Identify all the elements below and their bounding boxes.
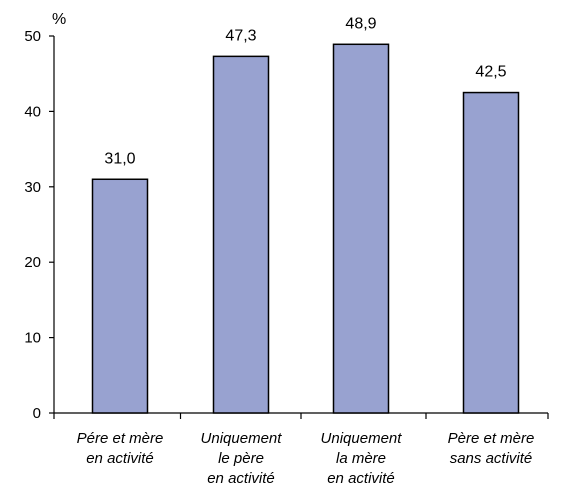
category-label: le père [218, 450, 264, 467]
category-label: sans activité [450, 450, 533, 467]
bar [91, 178, 149, 414]
data-label: 42,5 [475, 64, 506, 81]
y-tick-label: 10 [24, 330, 41, 347]
category-label: la mère [336, 450, 386, 467]
y-tick-label: 40 [24, 103, 41, 120]
category-label: Pére et mère [77, 430, 164, 447]
y-tick-label: 30 [24, 179, 41, 196]
category-label: Père et mère [448, 430, 535, 447]
category-label: Uniquement [321, 430, 403, 447]
y-tick-label: 50 [24, 28, 41, 45]
bar [462, 91, 520, 414]
category-label: en activité [327, 470, 395, 487]
y-axis-unit-label: % [52, 11, 66, 28]
category-label: en activité [207, 470, 275, 487]
y-tick-label: 0 [33, 405, 41, 422]
bar [212, 55, 270, 414]
category-label: en activité [86, 450, 154, 467]
data-label: 47,3 [225, 27, 256, 44]
category-label: Uniquement [201, 430, 283, 447]
data-label: 48,9 [345, 15, 376, 32]
data-label: 31,0 [104, 150, 135, 167]
y-tick-label: 20 [24, 254, 41, 271]
bar [332, 43, 390, 414]
